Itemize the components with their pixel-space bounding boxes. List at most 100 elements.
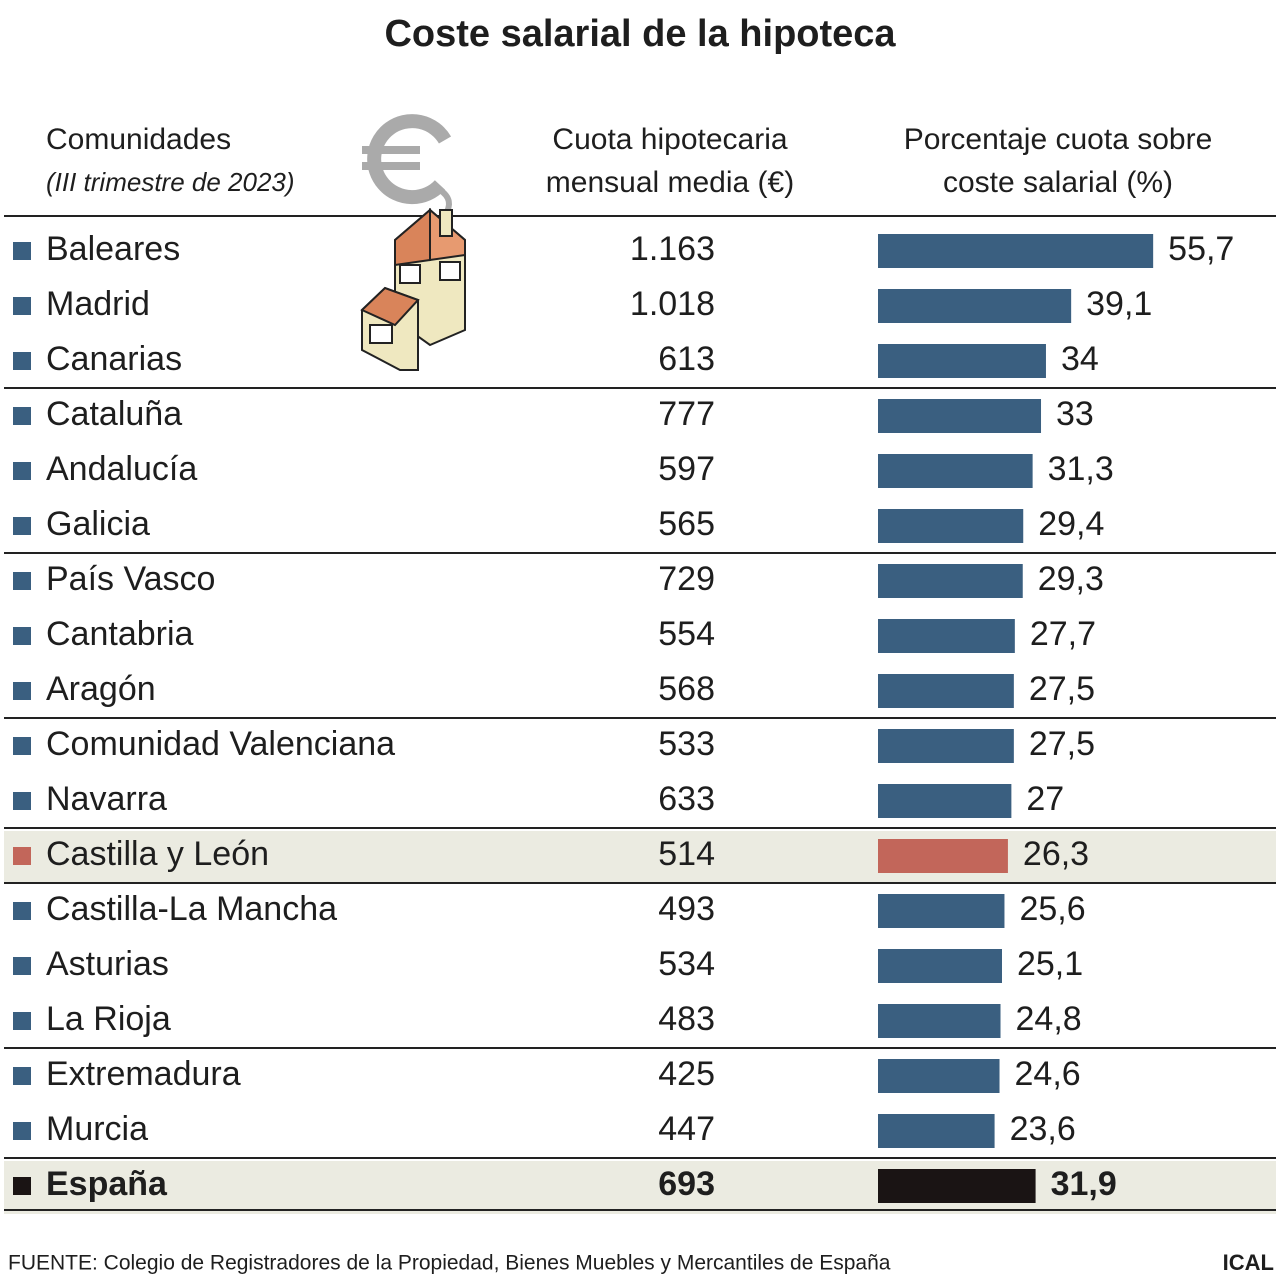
bar: [878, 1169, 1036, 1203]
cuota-value: 493: [658, 890, 715, 928]
cuota-value: 633: [658, 780, 715, 818]
cuota-value: 533: [658, 725, 715, 763]
legend-square: [13, 1012, 31, 1030]
chart-title: Coste salarial de la hipoteca: [384, 13, 896, 55]
bar: [878, 289, 1072, 323]
bar: [878, 399, 1042, 433]
value-label: 39,1: [1086, 285, 1152, 323]
legend-square: [13, 1177, 31, 1195]
bar: [878, 564, 1023, 598]
value-label: 31,3: [1048, 450, 1114, 488]
legend-square: [13, 627, 31, 645]
category-label: La Rioja: [46, 1000, 171, 1038]
source: FUENTE: Colegio de Registradores de la P…: [8, 1252, 891, 1275]
column-subheader: (III trimestre de 2023): [46, 167, 295, 197]
brand: ICAL: [1223, 1250, 1274, 1275]
bar: [878, 454, 1033, 488]
bar: [878, 894, 1005, 928]
bar: [878, 1059, 1000, 1093]
category-label: España: [46, 1165, 168, 1203]
cuota-value: 514: [658, 835, 715, 873]
value-label: 27,7: [1030, 615, 1096, 653]
category-label: Cataluña: [46, 395, 182, 433]
category-label: Andalucía: [46, 450, 197, 488]
category-label: Extremadura: [46, 1055, 241, 1093]
cuota-value: 693: [658, 1165, 715, 1203]
value-label: 29,4: [1038, 505, 1104, 543]
bar: [878, 619, 1015, 653]
row-highlight: [4, 1161, 1276, 1214]
cuota-value: 1.018: [630, 285, 715, 323]
category-label: Madrid: [46, 285, 150, 323]
legend-square: [13, 957, 31, 975]
value-label: 26,3: [1023, 835, 1089, 873]
bar: [878, 674, 1014, 708]
cuota-value: 554: [658, 615, 715, 653]
legend-square: [13, 572, 31, 590]
category-label: Navarra: [46, 780, 167, 818]
legend-square: [13, 352, 31, 370]
category-label: Comunidad Valenciana: [46, 725, 395, 763]
column-header: Cuota hipotecaria: [552, 123, 787, 156]
icon: [360, 114, 466, 371]
value-label: 24,6: [1015, 1055, 1081, 1093]
value-label: 25,1: [1017, 945, 1083, 983]
bar: [878, 839, 1008, 873]
bar: [878, 1114, 995, 1148]
category-label: Canarias: [46, 340, 182, 378]
legend-square: [13, 462, 31, 480]
column-header: coste salarial (%): [943, 166, 1173, 199]
value-label: 33: [1056, 395, 1094, 433]
cuota-value: 447: [658, 1110, 715, 1148]
cuota-value: 425: [658, 1055, 715, 1093]
legend-square: [13, 242, 31, 260]
bar: [878, 784, 1012, 818]
category-label: Castilla-La Mancha: [46, 890, 337, 928]
cuota-value: 729: [658, 560, 715, 598]
category-label: Baleares: [46, 230, 180, 268]
legend-square: [13, 737, 31, 755]
bar: [878, 509, 1024, 543]
legend-square: [13, 682, 31, 700]
category-label: Aragón: [46, 670, 156, 708]
legend-square: [13, 847, 31, 865]
column-header: Comunidades: [46, 123, 231, 156]
column-header: mensual media (€): [546, 166, 794, 199]
value-label: 29,3: [1038, 560, 1104, 598]
cuota-value: 565: [658, 505, 715, 543]
value-label: 55,7: [1168, 230, 1234, 268]
cuota-value: 483: [658, 1000, 715, 1038]
cuota-value: 534: [658, 945, 715, 983]
value-label: 31,9: [1051, 1165, 1117, 1203]
legend-square: [13, 792, 31, 810]
category-label: Galicia: [46, 505, 150, 543]
category-label: Asturias: [46, 945, 169, 983]
legend-square: [13, 407, 31, 425]
bar: [878, 949, 1002, 983]
cuota-value: 1.163: [630, 230, 715, 268]
cuota-value: 613: [658, 340, 715, 378]
category-label: Castilla y León: [46, 835, 269, 873]
value-label: 27,5: [1029, 725, 1095, 763]
cuota-value: 597: [658, 450, 715, 488]
cuota-value: 568: [658, 670, 715, 708]
value-label: 25,6: [1019, 890, 1085, 928]
value-label: 24,8: [1016, 1000, 1082, 1038]
cuota-value: 777: [658, 395, 715, 433]
value-label: 34: [1061, 340, 1099, 378]
legend-square: [13, 902, 31, 920]
legend-square: [13, 1067, 31, 1085]
row-highlight: [4, 831, 1276, 884]
column-header: Porcentaje cuota sobre: [904, 123, 1213, 156]
bar: [878, 729, 1014, 763]
category-label: Murcia: [46, 1110, 148, 1148]
value-label: 27: [1026, 780, 1064, 818]
legend-square: [13, 517, 31, 535]
bar: [878, 234, 1154, 268]
bar: [878, 1004, 1001, 1038]
value-label: 27,5: [1029, 670, 1095, 708]
legend-square: [13, 297, 31, 315]
rows: Baleares 1.163 55,7 Madrid 1.018 39,1 Canarias…: [4, 215, 1276, 1214]
bar: [878, 344, 1046, 378]
